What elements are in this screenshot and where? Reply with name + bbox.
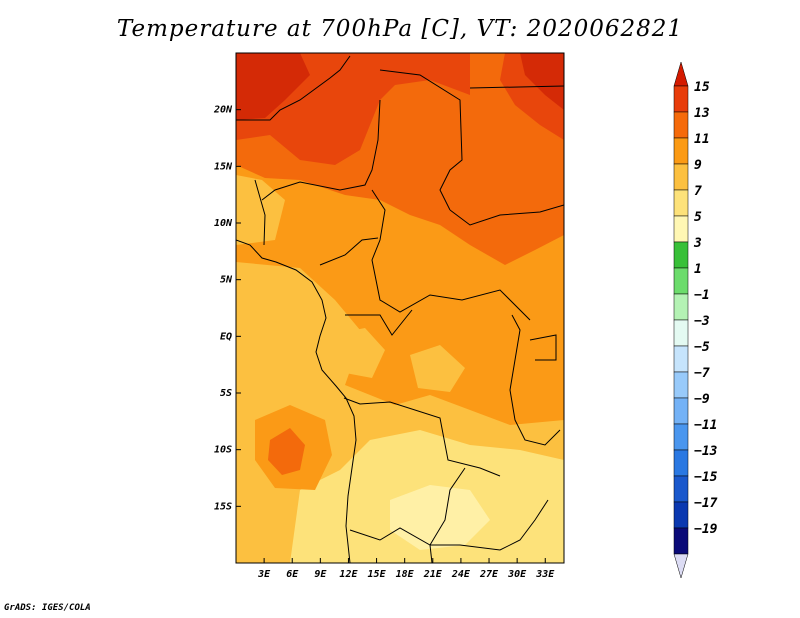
border-line <box>345 309 413 336</box>
colorbar-swatch <box>673 371 689 399</box>
colorbar-label: −7 <box>694 366 710 381</box>
lat-tick-label: 10S <box>214 445 232 456</box>
colorbar-swatch <box>673 293 689 321</box>
border-line <box>429 467 466 546</box>
colorbar-label: −17 <box>694 496 718 511</box>
border-line <box>449 204 564 226</box>
lon-tick-label: 9E <box>314 569 327 580</box>
colorbar-swatch <box>673 527 689 555</box>
lat-tick-label: 10N <box>214 218 233 229</box>
border-line <box>254 179 266 246</box>
colorbar-label: 15 <box>694 80 710 95</box>
field-patch-7c-b <box>410 345 465 392</box>
colorbar-swatch <box>673 397 689 425</box>
colorbar-label: −19 <box>694 522 718 537</box>
colorbar-label: −3 <box>694 314 710 329</box>
colorbar-swatch <box>673 501 689 529</box>
colorbar-label: 11 <box>694 132 710 147</box>
colorbar-swatch <box>673 85 689 113</box>
temperature-field <box>236 53 564 563</box>
field-patch-7c-a <box>330 328 385 378</box>
colorbar-swatch <box>673 111 689 139</box>
border-line <box>349 499 549 551</box>
lon-tick-label: 27E <box>479 569 499 580</box>
border-line <box>469 85 564 89</box>
lon-tick-label: 15E <box>368 569 387 580</box>
colorbar-swatch <box>673 241 689 269</box>
colorbar-swatch <box>673 449 689 477</box>
map-frame <box>235 52 565 564</box>
longitude-ticks: 3E 6E 9E 12E 15E 18E 21E 24E 27E 30E 33E <box>257 558 555 580</box>
latitude-ticks: 20N 15N 10N 5N EQ 5S 10S 15S <box>213 105 241 512</box>
border-line <box>379 69 463 211</box>
colorbar-label: −15 <box>694 470 718 485</box>
lon-tick-label: 6E <box>286 569 299 580</box>
border-line <box>261 99 381 201</box>
border-line <box>509 314 561 446</box>
border-line <box>343 397 501 477</box>
colorbar-label: −5 <box>694 340 710 355</box>
lat-tick-label: 5N <box>220 275 233 286</box>
field-zone-3c <box>390 485 490 550</box>
lon-tick-label: 24E <box>451 569 471 580</box>
colorbar-label: 13 <box>694 106 710 121</box>
colorbar-swatch <box>673 319 689 347</box>
lat-tick-label: 5S <box>220 388 232 399</box>
colorbar-label: −11 <box>694 418 717 433</box>
colorbar-label: 5 <box>694 210 702 225</box>
colorbar-swatch <box>673 137 689 165</box>
country-borders <box>236 55 564 563</box>
border-line <box>319 237 379 266</box>
colorbar-label: 1 <box>694 262 702 277</box>
chart-title: Temperature at 700hPa [C], VT: 202006282… <box>116 16 684 42</box>
colorbar-label: 9 <box>694 158 702 173</box>
colorbar-label: −1 <box>694 288 710 303</box>
colorbar-label: 3 <box>693 236 702 251</box>
lat-tick-label: 15N <box>214 161 233 172</box>
coastline <box>236 239 357 563</box>
colorbar-swatch <box>673 189 689 217</box>
border-line <box>529 334 557 361</box>
field-zone-15c-northwest <box>236 53 310 120</box>
border-line <box>429 544 433 563</box>
grads-credit: GrADS: IGES/COLA <box>4 603 91 613</box>
border-line <box>236 55 351 121</box>
colorbar-label: −9 <box>694 392 710 407</box>
lon-tick-label: 3E <box>257 569 271 580</box>
colorbar-swatch <box>673 423 689 451</box>
lon-tick-label: 18E <box>396 569 415 580</box>
colorbar-swatch <box>673 475 689 503</box>
colorbar-swatch <box>673 215 689 243</box>
colorbar-label: 7 <box>694 184 702 199</box>
field-zone-15c-northeast <box>520 53 564 110</box>
lon-tick-label: 21E <box>423 569 443 580</box>
lat-tick-label: EQ <box>220 331 232 342</box>
colorbar: 15 13 11 9 7 5 3 1 −1 −3 −5 −7 −9 −11 −13 −15 −17 −19 <box>673 61 718 579</box>
colorbar-swatch <box>673 345 689 373</box>
field-patch-11c-southwest <box>268 428 305 475</box>
field-zone-7c-west <box>236 175 285 245</box>
lat-tick-label: 20N <box>213 105 233 116</box>
border-line <box>371 189 531 321</box>
lat-tick-label: 15S <box>214 501 232 512</box>
lon-tick-label: 33E <box>535 569 555 580</box>
lon-tick-label: 30E <box>507 569 527 580</box>
colorbar-swatch <box>673 163 689 191</box>
colorbar-label: −13 <box>694 444 718 459</box>
lon-tick-label: 12E <box>339 569 358 580</box>
colorbar-bottom-arrow <box>673 553 689 579</box>
colorbar-top-arrow <box>673 61 689 87</box>
colorbar-swatch <box>673 267 689 295</box>
